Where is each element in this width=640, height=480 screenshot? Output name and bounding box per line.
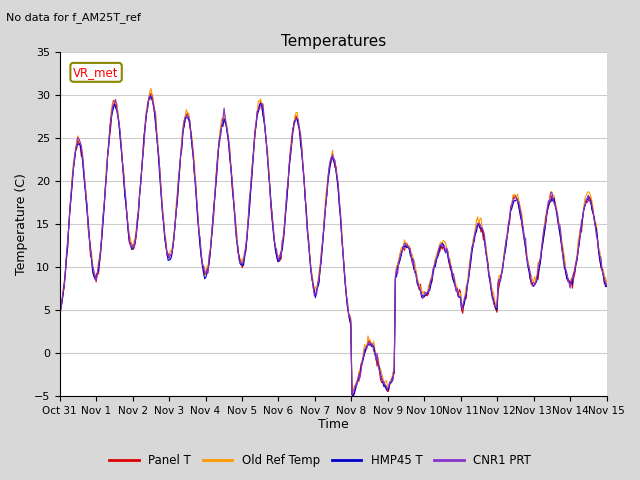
X-axis label: Time: Time xyxy=(318,419,349,432)
Old Ref Temp xyxy=(460,299,468,305)
CNR1 PRT xyxy=(287,142,295,148)
CNR1 PRT xyxy=(603,282,611,288)
Line: HMP45 T: HMP45 T xyxy=(60,96,607,396)
HMP45 T xyxy=(460,302,468,308)
HMP45 T xyxy=(147,94,155,99)
Line: Old Ref Temp: Old Ref Temp xyxy=(60,88,607,392)
HMP45 T xyxy=(349,393,357,399)
Panel T xyxy=(603,284,611,289)
Old Ref Temp xyxy=(147,85,155,91)
Old Ref Temp xyxy=(227,163,235,168)
CNR1 PRT xyxy=(348,393,356,398)
Panel T xyxy=(349,393,357,398)
CNR1 PRT xyxy=(146,92,154,98)
Old Ref Temp xyxy=(56,301,63,307)
HMP45 T xyxy=(603,284,611,289)
CNR1 PRT xyxy=(555,224,563,230)
Old Ref Temp xyxy=(390,365,398,371)
Panel T xyxy=(147,90,155,96)
Panel T xyxy=(364,342,372,348)
Panel T xyxy=(555,220,563,226)
HMP45 T xyxy=(287,142,295,147)
Old Ref Temp xyxy=(364,333,372,339)
Old Ref Temp xyxy=(287,135,295,141)
Line: CNR1 PRT: CNR1 PRT xyxy=(60,95,607,396)
HMP45 T xyxy=(555,224,563,229)
Legend: Panel T, Old Ref Temp, HMP45 T, CNR1 PRT: Panel T, Old Ref Temp, HMP45 T, CNR1 PRT xyxy=(104,449,536,472)
CNR1 PRT xyxy=(56,312,63,318)
Panel T xyxy=(287,143,295,149)
CNR1 PRT xyxy=(364,340,372,346)
HMP45 T xyxy=(56,307,63,313)
Panel T xyxy=(56,302,63,308)
CNR1 PRT xyxy=(227,167,235,173)
CNR1 PRT xyxy=(390,366,398,372)
Panel T xyxy=(460,301,468,307)
CNR1 PRT xyxy=(460,298,468,303)
Panel T xyxy=(390,371,398,376)
Y-axis label: Temperature (C): Temperature (C) xyxy=(15,173,28,275)
Old Ref Temp xyxy=(348,389,356,395)
Old Ref Temp xyxy=(603,279,611,285)
Text: No data for f_AM25T_ref: No data for f_AM25T_ref xyxy=(6,12,141,23)
HMP45 T xyxy=(364,341,372,347)
Panel T xyxy=(227,166,235,171)
HMP45 T xyxy=(390,368,398,374)
HMP45 T xyxy=(227,165,235,170)
Title: Temperatures: Temperatures xyxy=(280,34,386,49)
Line: Panel T: Panel T xyxy=(60,93,607,396)
Text: VR_met: VR_met xyxy=(74,66,119,79)
Old Ref Temp xyxy=(555,218,563,224)
